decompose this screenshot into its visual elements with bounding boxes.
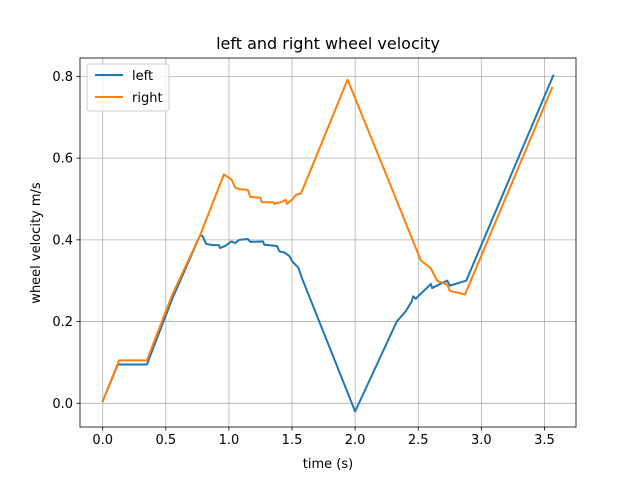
x-tick-label: 3.5 (534, 433, 555, 448)
x-axis-label: time (s) (303, 457, 353, 472)
y-axis-label: wheel velocity m/s (29, 182, 44, 304)
x-tick-label: 3.0 (471, 433, 492, 448)
y-tick-label: 0.0 (52, 397, 73, 412)
legend-label-left: left (132, 69, 153, 84)
series-line-right (101, 78, 554, 403)
series-line-left (101, 74, 555, 413)
x-tick-label: 0.0 (92, 433, 113, 448)
x-tick-label: 2.5 (408, 433, 429, 448)
chart-title: left and right wheel velocity (216, 34, 440, 53)
y-tick-label: 0.6 (52, 152, 73, 167)
legend: left right (86, 63, 170, 112)
x-tick-label: 1.5 (282, 433, 303, 448)
y-tick-label: 0.8 (52, 70, 73, 85)
x-tick-label: 0.5 (155, 433, 176, 448)
axis-ticks: 0.0 0.5 1.0 1.5 2.0 2.5 3.0 3.5 0.0 0.2 0.4 0.6 0.8 (52, 70, 554, 448)
y-tick-label: 0.2 (52, 315, 73, 330)
series-lines (101, 74, 555, 413)
x-tick-label: 2.0 (345, 433, 366, 448)
plot-area-frame (79, 57, 577, 428)
legend-label-right: right (132, 91, 163, 106)
y-tick-label: 0.4 (52, 233, 73, 248)
x-tick-label: 1.0 (219, 433, 240, 448)
